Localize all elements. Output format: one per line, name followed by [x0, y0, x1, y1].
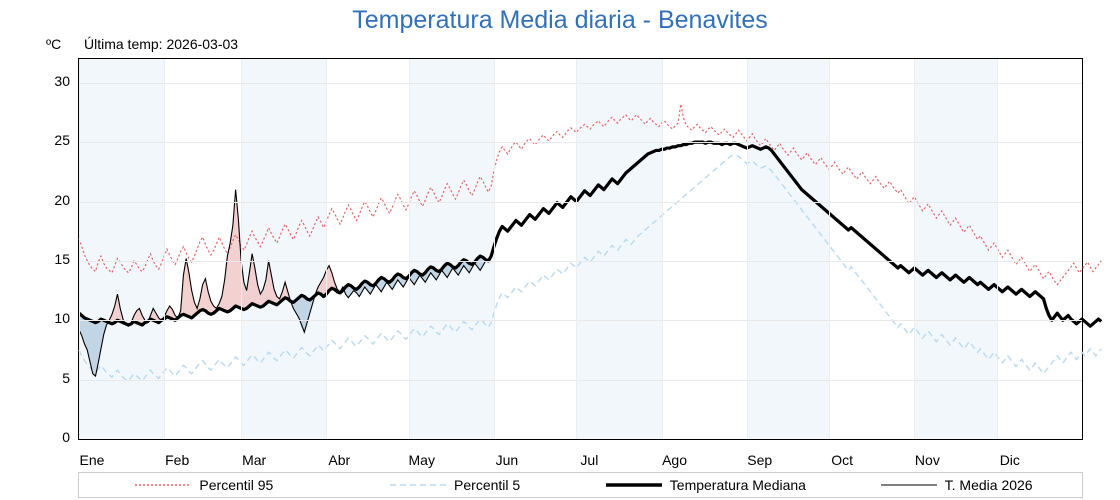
x-tick-label: Ago	[662, 452, 688, 468]
grid-line	[79, 82, 1082, 84]
y-tick-label: 20	[54, 191, 70, 208]
series-percentil-5	[79, 155, 1101, 381]
month-band	[914, 59, 997, 439]
month-band	[408, 59, 494, 439]
series-temperatura-mediana	[79, 142, 1101, 326]
x-tick-label: Dic	[999, 452, 1020, 468]
grid-line-vertical	[408, 59, 410, 439]
x-tick-label: Sep	[747, 452, 773, 468]
legend-label-median: Temperatura Mediana	[669, 477, 806, 493]
y-tick-label: 5	[62, 369, 70, 386]
grid-line-vertical	[576, 59, 578, 439]
grid-line-vertical	[914, 59, 916, 439]
month-band	[79, 59, 165, 439]
legend-label-tmedia2026: T. Media 2026	[944, 477, 1033, 493]
legend-swatch-median	[605, 483, 662, 487]
grid-line	[79, 379, 1082, 381]
grid-line-vertical	[661, 59, 663, 439]
legend-swatch-p95	[135, 484, 192, 486]
y-axis-unit-label: ºC	[46, 36, 62, 52]
series-percentil-95	[79, 104, 1101, 285]
legend-item-p95: Percentil 95	[79, 477, 330, 493]
last-temp-label: Última temp: 2026-03-03	[84, 36, 239, 52]
legend-swatch-p5	[390, 484, 447, 486]
grid-line-vertical	[746, 59, 748, 439]
x-tick-label: Feb	[165, 452, 190, 468]
grid-line-vertical	[829, 59, 831, 439]
grid-line-vertical	[493, 59, 495, 439]
chart-series-svg	[79, 59, 1082, 439]
y-tick-label: 10	[54, 310, 70, 327]
x-tick-label: Jul	[580, 452, 599, 468]
grid-line	[79, 201, 1082, 203]
grid-line-vertical	[241, 59, 243, 439]
x-tick-label: Mar	[242, 452, 267, 468]
grid-line	[79, 320, 1082, 322]
x-tick-label: Abr	[328, 452, 351, 468]
legend-item-p5: Percentil 5	[330, 477, 581, 493]
x-tick-label: Nov	[914, 452, 940, 468]
month-band	[746, 59, 830, 439]
x-tick-label: May	[408, 452, 435, 468]
grid-line	[79, 260, 1082, 262]
legend-item-median: Temperatura Mediana	[581, 477, 832, 493]
legend-swatch-tmedia2026	[880, 484, 937, 486]
x-tick-label: Ene	[79, 452, 105, 468]
series-t-media-2026	[79, 190, 486, 376]
y-tick-label: 0	[62, 429, 70, 445]
grid-line-vertical	[164, 59, 166, 439]
grid-line-vertical	[996, 59, 998, 439]
y-tick-label: 25	[54, 132, 70, 149]
chart-legend: Percentil 95 Percentil 5 Temperatura Med…	[78, 472, 1083, 498]
legend-label-p5: Percentil 5	[454, 477, 521, 493]
x-tick-label: Jun	[495, 452, 519, 468]
page-title: Temperatura Media diaria - Benavites	[352, 6, 768, 34]
grid-line-vertical	[79, 59, 80, 439]
grid-line	[79, 142, 1082, 144]
legend-label-p95: Percentil 95	[199, 477, 274, 493]
month-band	[241, 59, 327, 439]
y-tick-label: 15	[54, 250, 70, 267]
y-tick-label: 30	[54, 72, 70, 89]
legend-item-tmedia2026: T. Media 2026	[831, 477, 1082, 493]
x-tick-label: Oct	[831, 452, 854, 468]
chart-plot-area	[78, 58, 1083, 440]
grid-line-vertical	[326, 59, 328, 439]
